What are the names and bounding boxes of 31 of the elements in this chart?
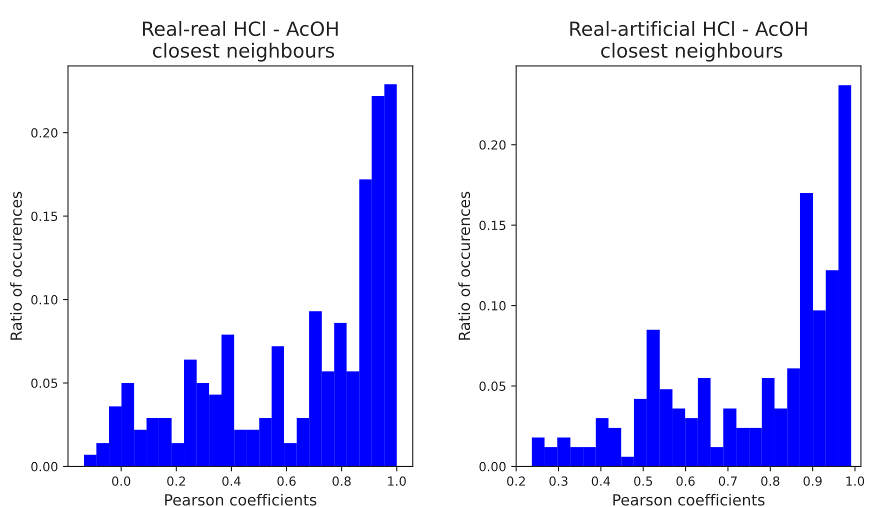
y-axis-title: Ratio of occurences — [10, 192, 22, 340]
x-tick-label: 0.7 — [718, 476, 737, 486]
x-axis-title: Pearson coefficients — [165, 494, 316, 506]
x-tick-label: 1.0 — [388, 476, 406, 486]
x-tick-label: 0.6 — [277, 476, 296, 486]
x-axis-title: Pearson coefficients — [613, 494, 764, 506]
y-tick-label: 0.20 — [479, 140, 506, 150]
x-tick-label: 0.8 — [761, 476, 780, 486]
chart-title: Real-artificial HCl - AcOH closest neighbours — [570, 21, 807, 62]
x-tick-label: 0.4 — [222, 476, 241, 486]
x-tick-label: 0.2 — [507, 476, 525, 486]
y-tick-label: 0.20 — [31, 128, 58, 138]
x-tick-label: 0.9 — [804, 476, 822, 486]
y-tick-label: 0.15 — [31, 212, 58, 222]
y-tick-label: 0.05 — [31, 378, 58, 388]
x-tick-label: 1.0 — [846, 476, 864, 486]
y-axis-title: Ratio of occurences — [458, 192, 470, 340]
x-tick-label: 0.6 — [676, 476, 695, 486]
x-tick-label: 0.4 — [592, 476, 610, 486]
y-tick-label: 0.15 — [479, 220, 506, 230]
y-tick-label: 0.00 — [479, 462, 506, 472]
x-tick-label: 0.5 — [634, 476, 652, 486]
x-tick-label: 0.3 — [549, 476, 568, 486]
y-tick-label: 0.10 — [31, 295, 58, 304]
x-tick-label: 0.0 — [112, 476, 130, 486]
y-tick-label: 0.05 — [479, 381, 506, 391]
x-tick-label: 0.2 — [167, 476, 185, 486]
chart-title: Real-real HCl - AcOH closest neighbours — [143, 21, 338, 62]
x-tick-label: 0.8 — [332, 476, 351, 486]
y-tick-label: 0.00 — [31, 462, 58, 472]
y-tick-label: 0.10 — [479, 301, 506, 311]
